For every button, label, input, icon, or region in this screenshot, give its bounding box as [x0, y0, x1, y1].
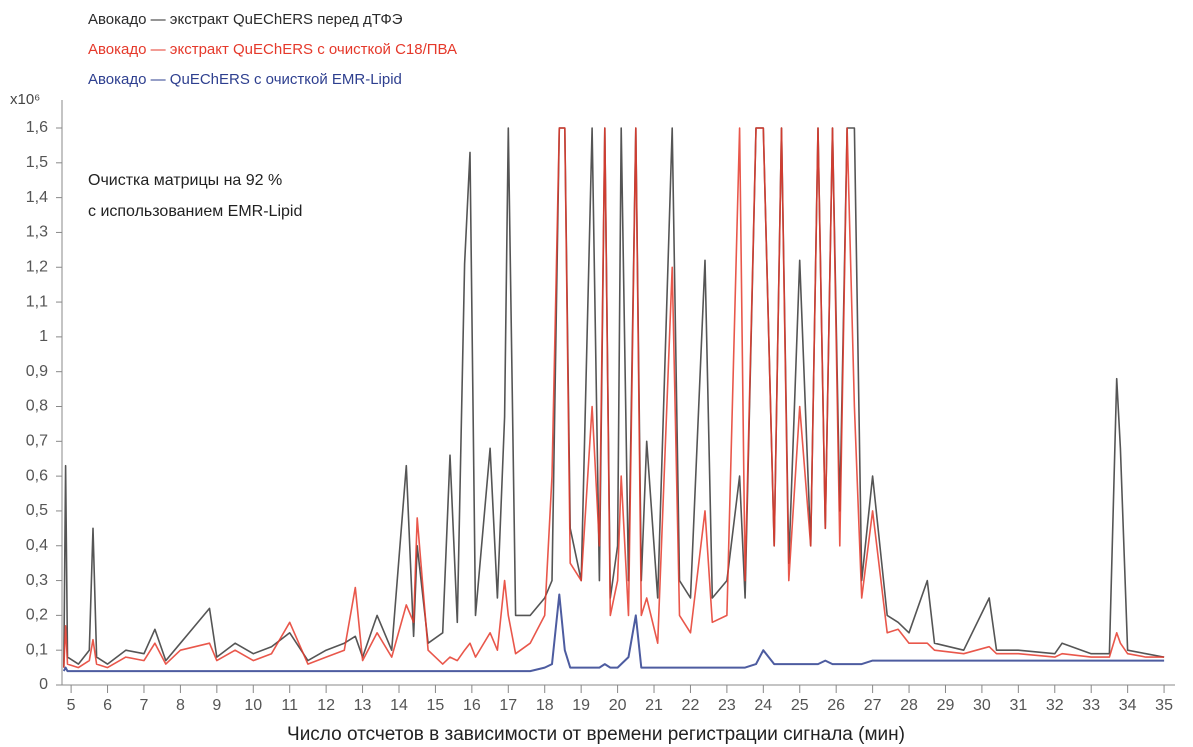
x-axis-label: Число отсчетов в зависимости от времени … [287, 724, 905, 745]
x-tick-label: 20 [609, 697, 627, 714]
x-tick-label: 10 [244, 697, 262, 714]
x-tick-label: 34 [1119, 697, 1137, 714]
x-tick-label: 21 [645, 697, 663, 714]
y-tick-label: 0,3 [26, 572, 48, 589]
x-tick-label: 5 [67, 697, 76, 714]
y-tick-label: 0,8 [26, 398, 48, 415]
legend-entry: Авокадо — экстракт QuEChERS перед дТФЭ [88, 11, 403, 28]
y-tick-label: 0 [39, 676, 48, 693]
x-tick-label: 7 [140, 697, 149, 714]
series-line [62, 593, 1165, 673]
legend-entry: Авокадо — QuEChERS с очисткой EMR-Lipid [88, 71, 402, 88]
x-tick-label: 6 [103, 697, 112, 714]
x-tick-label: 18 [536, 697, 554, 714]
x-tick-label: 8 [176, 697, 185, 714]
x-tick-label: 15 [427, 697, 445, 714]
y-tick-label: 1,1 [26, 293, 48, 310]
y-tick-label: 1,6 [26, 119, 48, 136]
x-tick-label: 17 [499, 697, 517, 714]
y-tick-label: 0,6 [26, 467, 48, 484]
legend-entry: Авокадо — экстракт QuEChERS с очисткой C… [88, 41, 457, 58]
series-line [63, 127, 1165, 669]
x-tick-label: 13 [354, 697, 372, 714]
x-tick-label: 19 [572, 697, 590, 714]
x-tick-label: 14 [390, 697, 408, 714]
x-tick-label: 28 [900, 697, 918, 714]
y-tick-label: 1,3 [26, 224, 48, 241]
y-tick-label: 1,2 [26, 258, 48, 275]
x-tick-label: 16 [463, 697, 481, 714]
x-tick-label: 31 [1009, 697, 1027, 714]
y-tick-label: 0,2 [26, 607, 48, 624]
y-tick-label: 1,5 [26, 154, 48, 171]
x-tick-label: 23 [718, 697, 736, 714]
x-tick-label: 35 [1155, 697, 1173, 714]
x-tick-label: 24 [754, 697, 772, 714]
y-unit: x10⁶ [10, 91, 40, 108]
y-tick-label: 0,5 [26, 502, 48, 519]
x-tick-label: 32 [1046, 697, 1064, 714]
y-tick-label: 0,7 [26, 433, 48, 450]
y-tick-label: 0,1 [26, 641, 48, 658]
annotation: с использованием EMR-Lipid [88, 203, 302, 220]
x-tick-label: 12 [317, 697, 335, 714]
x-tick-label: 22 [682, 697, 700, 714]
annotation: Очистка матрицы на 92 % [88, 172, 282, 189]
x-tick-label: 27 [864, 697, 882, 714]
x-tick-label: 30 [973, 697, 991, 714]
x-tick-label: 25 [791, 697, 809, 714]
y-tick-label: 0,4 [26, 537, 48, 554]
x-tick-label: 33 [1082, 697, 1100, 714]
x-tick-label: 26 [827, 697, 845, 714]
y-tick-label: 1,4 [26, 189, 48, 206]
x-tick-label: 29 [937, 697, 955, 714]
y-tick-label: 0,9 [26, 363, 48, 380]
x-tick-label: 11 [281, 697, 298, 714]
x-tick-label: 9 [212, 697, 221, 714]
y-tick-label: 1 [39, 328, 48, 345]
